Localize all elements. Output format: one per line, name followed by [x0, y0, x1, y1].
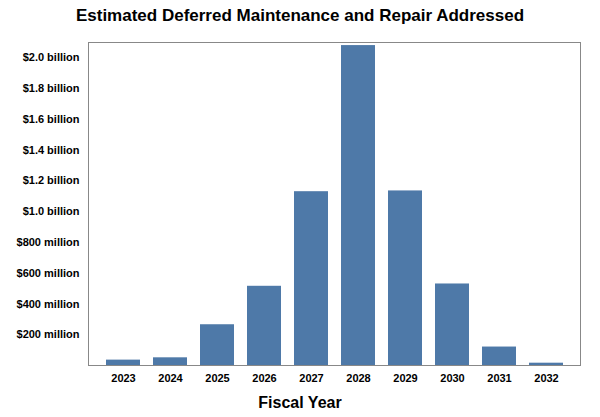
- svg-text:$1.6 billion: $1.6 billion: [23, 113, 80, 125]
- svg-text:$1.0 billion: $1.0 billion: [23, 205, 80, 217]
- svg-text:2028: 2028: [346, 372, 370, 384]
- html-text:Fiscal Year: Fiscal Year: [258, 394, 342, 411]
- svg-text:$1.2 billion: $1.2 billion: [23, 174, 80, 186]
- svg-text:$2.0 billion: $2.0 billion: [23, 51, 80, 63]
- svg-text:2030: 2030: [440, 372, 464, 384]
- svg-text:2023: 2023: [111, 372, 135, 384]
- html-text:Estimated Deferred Maintenance: Estimated Deferred Maintenance and Repai…: [75, 6, 525, 25]
- svg-text:2024: 2024: [158, 372, 183, 384]
- svg-text:2025: 2025: [205, 372, 229, 384]
- svg-text:$600 million: $600 million: [17, 267, 80, 279]
- svg-text:$800 million: $800 million: [17, 236, 80, 248]
- svg-text:$400 million: $400 million: [17, 297, 80, 309]
- svg-text:$1.8 billion: $1.8 billion: [23, 82, 80, 94]
- svg-text:$200 million: $200 million: [17, 328, 80, 340]
- svg-text:2031: 2031: [487, 372, 511, 384]
- svg-text:$1.4 billion: $1.4 billion: [23, 144, 80, 156]
- svg-text:2032: 2032: [534, 372, 558, 384]
- svg-text:2027: 2027: [299, 372, 323, 384]
- svg-text:2026: 2026: [252, 372, 276, 384]
- svg-text:2029: 2029: [393, 372, 417, 384]
